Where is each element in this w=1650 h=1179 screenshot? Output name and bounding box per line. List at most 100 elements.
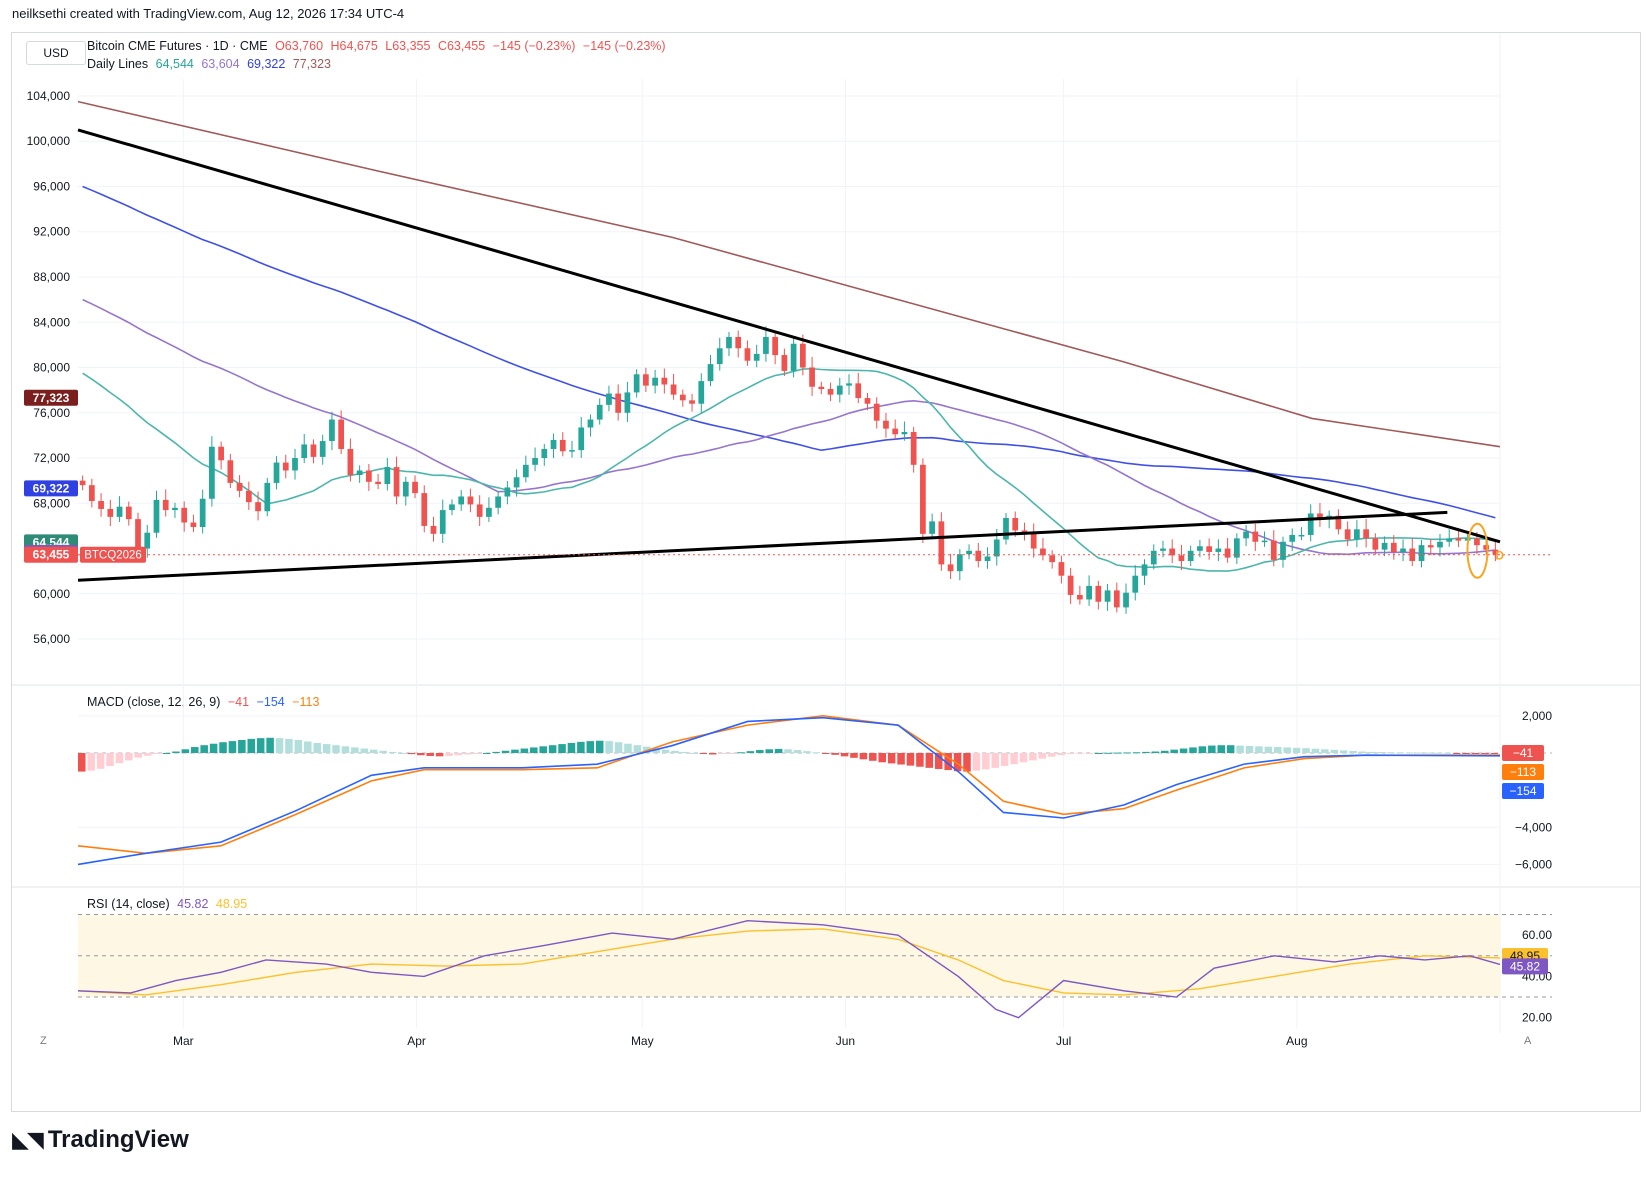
- candle-body: [1215, 548, 1222, 552]
- rsi-line: [77, 919, 1501, 1019]
- auto-scale-corner[interactable]: A: [1524, 1035, 1532, 1047]
- candle-body: [1483, 545, 1490, 550]
- candle-body: [1132, 575, 1139, 593]
- macd-histogram-bar: [1283, 747, 1291, 753]
- macd-histogram-bar: [200, 745, 208, 753]
- candle-body: [1446, 538, 1453, 542]
- macd-histogram-bar: [887, 753, 896, 764]
- candle-body: [550, 439, 557, 449]
- macd-histogram-bar: [1038, 753, 1047, 759]
- price-tick-label: 60,000: [33, 587, 70, 601]
- rsi-legend: RSI (14, close) 45.82 48.95: [87, 897, 251, 911]
- macd-histogram-bar: [1273, 747, 1282, 753]
- candle-body: [799, 343, 806, 368]
- ohlc-low: L63,355: [385, 39, 431, 53]
- macd-histogram-bar: [464, 753, 472, 755]
- macd-histogram-bar: [897, 753, 905, 765]
- candle-body: [1298, 534, 1305, 537]
- candle-body: [938, 521, 945, 565]
- candle-body: [790, 343, 797, 371]
- tradingview-logo: ◣◥ TradingView: [12, 1126, 189, 1154]
- macd-histogram-bar: [803, 751, 811, 753]
- candle-body: [1178, 555, 1185, 561]
- ma50-line: [82, 298, 1496, 556]
- x-tick-label: Apr: [407, 1034, 426, 1048]
- candle-body: [107, 508, 114, 517]
- macd-histogram-bar: [567, 742, 576, 753]
- macd-histogram-bar: [765, 749, 773, 753]
- candle-body: [449, 504, 455, 511]
- macd-histogram-bar: [341, 746, 350, 753]
- price-tick-label: 68,000: [33, 496, 70, 510]
- candle-body: [836, 385, 843, 395]
- candle-body: [1427, 545, 1434, 548]
- macd-histogram-bar: [219, 742, 227, 753]
- rsi-tick-label: 20.00: [1522, 1011, 1552, 1025]
- macd-badge-bg: [1502, 745, 1544, 761]
- candle-body: [1077, 594, 1083, 600]
- ma200-line: [77, 100, 1501, 448]
- symbol-name: Bitcoin CME Futures · 1D · CME: [87, 39, 268, 53]
- chart-canvas[interactable]: Mar Apr May Jun Jul Aug 104,000 100,000 96,000 92…: [12, 33, 1640, 1111]
- candle-body: [624, 392, 631, 413]
- candle-body: [1058, 562, 1065, 576]
- candle-body: [1363, 529, 1369, 539]
- macd-histogram-bar: [191, 747, 199, 753]
- candle-body: [920, 464, 926, 534]
- candle-body: [412, 481, 418, 494]
- candle-body: [873, 403, 880, 421]
- candle-body: [1150, 550, 1157, 565]
- macd-histogram-bar: [209, 743, 218, 753]
- candle-body: [633, 374, 640, 393]
- ma-legend-label: Daily Lines: [87, 57, 149, 71]
- candle-body: [439, 510, 446, 534]
- macd-histogram-bar: [972, 753, 981, 771]
- candle-body: [1492, 549, 1499, 555]
- change-value: −145 (−0.23%): [492, 39, 576, 53]
- ohlc-high: H64,675: [330, 39, 378, 53]
- candle-body: [1289, 534, 1296, 542]
- macd-histogram-bar: [1047, 753, 1056, 757]
- price-tick-label: 72,000: [33, 451, 70, 465]
- rsi-tick-label: 60.00: [1522, 928, 1552, 942]
- candle-body: [735, 336, 742, 349]
- candle-body: [1400, 548, 1406, 552]
- chart-frame[interactable]: USD Bitcoin CME Futures · 1D · CME O63,7…: [11, 32, 1641, 1112]
- candle-body: [384, 467, 391, 485]
- macd-histogram-bar: [172, 751, 180, 753]
- candle-body: [319, 441, 326, 457]
- macd-legend-title: MACD (close, 12, 26, 9): [87, 695, 221, 709]
- candle-body: [652, 377, 658, 386]
- macd-signal-line: [77, 715, 1501, 855]
- x-tick-label: Jun: [836, 1034, 855, 1048]
- macd-histogram-bar: [398, 753, 406, 754]
- ma-legend-value-3: 69,322: [247, 57, 286, 71]
- candle-body: [273, 462, 280, 483]
- candle-body: [495, 496, 501, 508]
- macd-histogram-bar: [1142, 751, 1150, 753]
- candle-body: [726, 336, 732, 349]
- price-badge-label: 69,322: [33, 481, 70, 495]
- timezone-corner[interactable]: Z: [40, 1035, 47, 1047]
- macd-histogram-bar: [247, 738, 256, 753]
- macd-histogram-bar: [87, 753, 95, 771]
- currency-selector[interactable]: USD: [26, 41, 86, 65]
- candle-body: [1104, 590, 1111, 602]
- macd-histogram-bar: [1170, 749, 1178, 753]
- macd-badge-label: −113: [1510, 765, 1536, 779]
- macd-histogram-bar: [1386, 752, 1395, 754]
- candle-body: [892, 428, 899, 435]
- macd-tick-label: −6,000: [1515, 857, 1552, 871]
- macd-histogram-bar: [624, 743, 632, 753]
- candle-body: [744, 348, 751, 361]
- macd-histogram-bar: [407, 753, 416, 755]
- macd-histogram-bar: [1208, 745, 1216, 753]
- macd-histogram-bar: [1443, 752, 1452, 754]
- macd-histogram-bar: [322, 744, 331, 753]
- candle-body: [513, 477, 520, 488]
- candle-body: [846, 383, 852, 386]
- macd-histogram-bar: [1245, 745, 1254, 753]
- candle-body: [569, 450, 575, 452]
- macd-histogram-bar: [577, 741, 585, 753]
- macd-histogram-bar: [1330, 749, 1339, 753]
